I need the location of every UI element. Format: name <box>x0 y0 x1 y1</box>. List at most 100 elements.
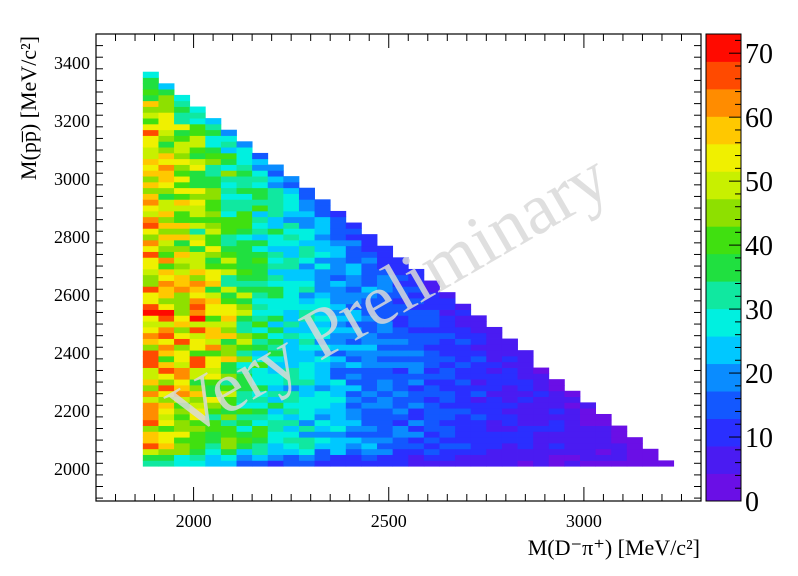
heatmap-cell <box>361 234 378 241</box>
heatmap-cell <box>174 112 191 119</box>
heatmap-cell <box>236 361 253 368</box>
heatmap-cell <box>267 431 284 438</box>
heatmap-cell <box>205 123 222 131</box>
heatmap-cell <box>392 442 409 450</box>
heatmap-cell <box>158 286 175 293</box>
heatmap-cell <box>361 454 378 461</box>
heatmap-cell <box>330 454 347 461</box>
x-tick-label: 3000 <box>566 511 602 531</box>
heatmap-cell <box>142 286 159 293</box>
heatmap-cell <box>236 176 253 183</box>
heatmap-cell <box>283 303 300 310</box>
heatmap-cell <box>267 234 284 241</box>
heatmap-cell <box>486 454 503 461</box>
heatmap-cell <box>392 297 409 305</box>
color-scale-label: 10 <box>745 423 773 454</box>
heatmap-cell <box>298 187 315 194</box>
heatmap-cell <box>174 419 191 426</box>
heatmap-cell <box>236 199 253 206</box>
heatmap-cell <box>205 187 222 194</box>
color-scale-swatch <box>706 253 741 282</box>
heatmap-cell <box>377 332 394 339</box>
heatmap-cell <box>267 326 284 334</box>
heatmap-cell <box>314 286 331 293</box>
heatmap-cell <box>283 193 300 200</box>
heatmap-cell <box>205 222 222 229</box>
heatmap-cell <box>158 94 175 102</box>
heatmap-cell <box>439 442 456 450</box>
heatmap-cell <box>189 454 206 461</box>
y-axis-title: M(pp̅) [MeV/c²] <box>16 36 41 180</box>
heatmap-cell <box>142 274 159 281</box>
heatmap-cell <box>392 437 409 444</box>
heatmap-cell <box>158 257 175 264</box>
heatmap-cell <box>298 373 315 380</box>
heatmap-cell <box>486 338 503 345</box>
heatmap-cell <box>298 292 315 299</box>
heatmap-cell <box>189 315 206 322</box>
heatmap-cell <box>330 396 347 403</box>
heatmap-cell <box>377 431 394 438</box>
heatmap-cell <box>486 384 503 392</box>
heatmap-cell <box>189 350 206 357</box>
heatmap-cell <box>205 454 222 461</box>
heatmap-cell <box>189 263 206 270</box>
heatmap-cell <box>330 245 347 252</box>
heatmap-cell <box>345 280 362 287</box>
heatmap-cell <box>158 274 175 281</box>
heatmap-cell <box>220 297 237 305</box>
heatmap-cell <box>189 205 206 212</box>
heatmap-cell <box>142 309 159 316</box>
heatmap-cell <box>408 326 425 334</box>
heatmap-cell <box>455 309 472 316</box>
heatmap-cell <box>142 147 159 154</box>
heatmap-cell <box>377 413 394 421</box>
heatmap-cell <box>236 379 253 386</box>
heatmap-cell <box>220 286 237 293</box>
heatmap-cell <box>408 408 425 415</box>
heatmap-cell <box>205 402 222 409</box>
heatmap-cell <box>174 147 191 154</box>
heatmap-cell <box>455 460 472 467</box>
heatmap-cell <box>142 350 159 357</box>
heatmap-cell <box>314 373 331 380</box>
heatmap-cell <box>142 280 159 287</box>
heatmap-cell <box>533 413 550 421</box>
heatmap-cell <box>189 106 206 113</box>
heatmap-cell <box>142 135 159 142</box>
heatmap-cell <box>142 396 159 403</box>
heatmap-cell <box>314 396 331 403</box>
heatmap-cell <box>236 402 253 409</box>
heatmap-cell <box>158 402 175 409</box>
heatmap-cell <box>236 408 253 415</box>
heatmap-cell <box>142 321 159 328</box>
heatmap-cell <box>252 205 269 212</box>
heatmap-cell <box>501 361 518 368</box>
heatmap-cell <box>392 332 409 339</box>
heatmap-cell <box>564 431 581 438</box>
heatmap-cell <box>392 419 409 426</box>
heatmap-cell <box>564 408 581 415</box>
heatmap-cell <box>455 338 472 345</box>
heatmap-cell <box>564 454 581 461</box>
heatmap-cell <box>205 326 222 334</box>
heatmap-cell <box>548 454 565 461</box>
color-scale-swatch <box>706 336 741 365</box>
heatmap-cell <box>423 408 440 415</box>
heatmap-cell <box>314 390 331 397</box>
heatmap-cell <box>236 170 253 177</box>
heatmap-cell <box>314 268 331 276</box>
heatmap-cell <box>330 413 347 421</box>
heatmap-cell <box>174 187 191 194</box>
heatmap-cell <box>220 431 237 438</box>
heatmap-cell <box>252 228 269 235</box>
heatmap-cell <box>283 181 300 189</box>
heatmap-cell <box>267 350 284 357</box>
heatmap-cell <box>345 309 362 316</box>
heatmap-cell <box>220 413 237 421</box>
heatmap-cell <box>361 431 378 438</box>
heatmap-cell <box>580 408 597 415</box>
heatmap-cell <box>236 263 253 270</box>
heatmap-cell <box>486 442 503 450</box>
heatmap-cell <box>580 402 597 409</box>
